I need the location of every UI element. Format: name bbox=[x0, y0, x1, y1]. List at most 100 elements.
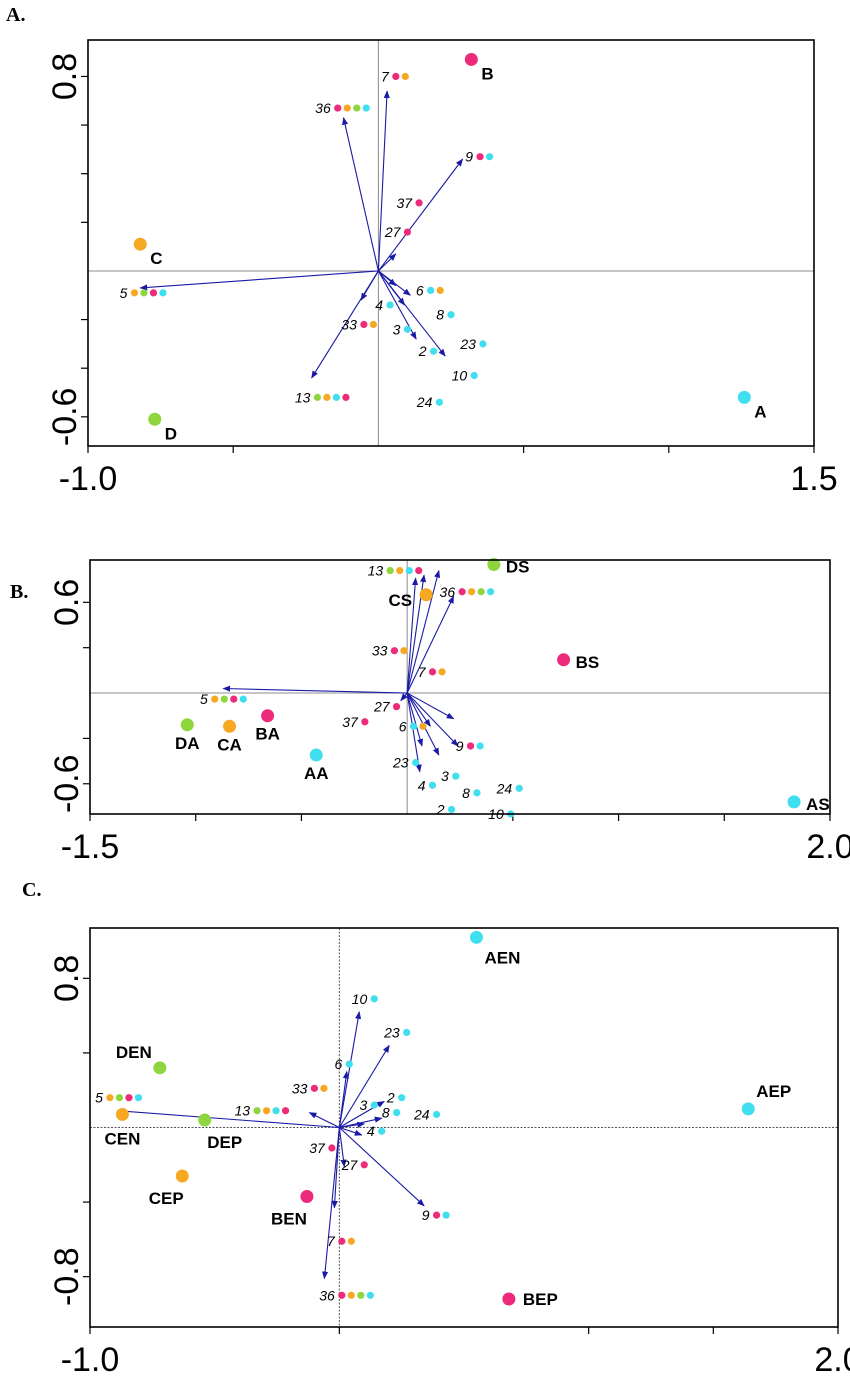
species-arrow bbox=[406, 692, 431, 727]
species-24: 24 bbox=[416, 394, 443, 410]
species-arrow bbox=[339, 1126, 363, 1136]
species-4: 4 bbox=[375, 297, 394, 313]
species-36: 36 bbox=[319, 1287, 374, 1303]
species-dot-cyan bbox=[442, 1211, 450, 1219]
species-dot-cyan bbox=[447, 805, 456, 814]
species-dot-orange bbox=[343, 104, 351, 112]
species-dot-green bbox=[477, 588, 485, 596]
species-arrow bbox=[339, 1121, 366, 1129]
site-label: BEP bbox=[523, 1290, 558, 1309]
species-label: 37 bbox=[309, 1140, 326, 1156]
species-dot-cyan bbox=[485, 153, 494, 161]
species-arrow bbox=[222, 685, 408, 694]
species-23: 23 bbox=[383, 1024, 411, 1040]
site-B: B bbox=[464, 52, 494, 83]
species-arrow bbox=[360, 270, 379, 301]
species-label: 33 bbox=[372, 643, 388, 659]
site-C: C bbox=[133, 237, 163, 268]
species-arrow bbox=[406, 569, 441, 694]
species-24: 24 bbox=[496, 780, 523, 796]
species-label: 33 bbox=[292, 1080, 308, 1096]
species-label: 6 bbox=[399, 718, 407, 734]
site-CEN: CEN bbox=[104, 1107, 140, 1148]
species-label: 2 bbox=[436, 801, 445, 817]
species-2: 2 bbox=[386, 1090, 406, 1106]
species-label: 7 bbox=[381, 68, 390, 84]
species-arrow bbox=[338, 1070, 349, 1128]
species-dot-pink bbox=[125, 1094, 133, 1102]
species-8: 8 bbox=[462, 785, 481, 801]
species-dot-cyan bbox=[476, 742, 484, 750]
site-marker bbox=[464, 52, 478, 66]
x-tick-label-max: 2.0 bbox=[814, 1341, 850, 1379]
species-13: 13 bbox=[295, 389, 350, 405]
species-label: 23 bbox=[392, 755, 409, 771]
site-marker bbox=[133, 237, 147, 251]
site-markers: AS BS CS DS AA BA CA DA bbox=[175, 558, 830, 814]
site-BS: BS bbox=[557, 653, 599, 672]
species-27: 27 bbox=[384, 224, 412, 240]
species-dot-pink bbox=[230, 695, 238, 703]
species-label: 10 bbox=[352, 991, 368, 1007]
species-dot-cyan bbox=[134, 1094, 143, 1102]
species-arrow bbox=[378, 253, 397, 272]
site-label: CA bbox=[217, 735, 242, 754]
species-label: 13 bbox=[234, 1103, 250, 1119]
site-label: BS bbox=[576, 653, 600, 672]
species-dot-orange bbox=[369, 320, 377, 329]
species-dot-orange bbox=[106, 1094, 114, 1102]
species-dot-pink bbox=[310, 1084, 318, 1092]
species-label: 36 bbox=[315, 100, 331, 116]
species-3: 3 bbox=[393, 321, 412, 337]
species-arrow bbox=[406, 692, 424, 747]
site-marker bbox=[153, 1061, 167, 1075]
panel-label-c: C. bbox=[22, 879, 41, 901]
species-dot-cyan bbox=[452, 772, 460, 780]
site-label: BA bbox=[255, 725, 280, 744]
species-6: 6 bbox=[335, 1056, 353, 1072]
site-marker bbox=[180, 718, 194, 732]
species-dot-orange bbox=[323, 393, 331, 401]
species-4: 4 bbox=[367, 1123, 386, 1139]
species-2: 2 bbox=[436, 801, 456, 817]
site-label: B bbox=[481, 64, 493, 83]
species-label: 4 bbox=[367, 1123, 375, 1139]
y-tick-label-bottom: -0.8 bbox=[48, 1247, 86, 1306]
species-dot-cyan bbox=[405, 566, 413, 575]
site-marker bbox=[487, 558, 501, 572]
species-label: 27 bbox=[373, 699, 391, 715]
species-dot-cyan bbox=[366, 1291, 374, 1299]
species-label: 3 bbox=[441, 768, 449, 784]
species-13: 13 bbox=[368, 563, 423, 579]
species-dot-pink bbox=[281, 1107, 290, 1115]
species-dot-cyan bbox=[432, 1110, 441, 1119]
species-label: 8 bbox=[436, 307, 444, 323]
species-dot-pink bbox=[392, 703, 401, 711]
species-label: 9 bbox=[422, 1207, 430, 1223]
species-7: 7 bbox=[327, 1233, 355, 1249]
species-dot-green bbox=[220, 695, 228, 703]
site-marker bbox=[502, 1292, 516, 1306]
site-BEP: BEP bbox=[502, 1290, 558, 1309]
species-dot-cyan bbox=[370, 1101, 378, 1109]
site-label: CS bbox=[389, 591, 413, 610]
species-label: 27 bbox=[341, 1157, 359, 1173]
species-dot-cyan bbox=[403, 325, 412, 333]
species-dot-orange bbox=[438, 668, 446, 676]
site-label: A bbox=[754, 402, 766, 421]
species-arrow bbox=[342, 117, 379, 272]
species-dot-pink bbox=[338, 1237, 346, 1245]
species-label: 37 bbox=[342, 714, 359, 730]
species-23: 23 bbox=[459, 336, 487, 352]
species-arrow bbox=[400, 692, 408, 702]
species-label: 36 bbox=[319, 1287, 335, 1303]
species-arrow bbox=[139, 270, 379, 291]
site-marker bbox=[419, 588, 433, 602]
species-dot-pink bbox=[415, 199, 423, 207]
species-dot-cyan bbox=[427, 286, 435, 295]
axis-ticks bbox=[83, 977, 839, 1334]
site-label: AEN bbox=[484, 948, 520, 967]
site-label: BEN bbox=[271, 1209, 307, 1228]
site-marker bbox=[198, 1113, 212, 1127]
